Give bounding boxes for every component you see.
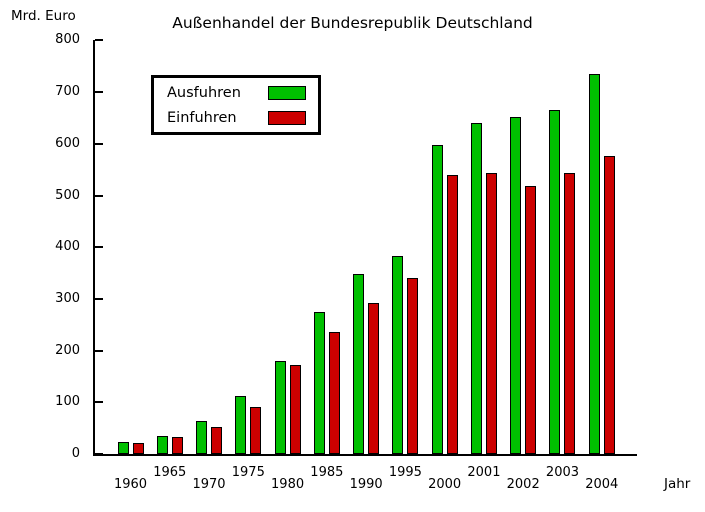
x-tick-label-1975: 1975 [231, 465, 265, 480]
bar-einfuhren-1995 [407, 278, 419, 454]
y-tick-100 [95, 401, 103, 404]
bar-einfuhren-1960 [132, 443, 144, 454]
y-tick-label-600: 600 [55, 135, 80, 151]
legend-swatch-ausfuhren [268, 85, 306, 100]
x-tick-label-2000: 2000 [428, 477, 462, 492]
bar-ausfuhren-1995 [392, 256, 404, 454]
x-tick-label-1970: 1970 [192, 477, 226, 492]
bar-ausfuhren-1960 [117, 442, 129, 454]
bar-einfuhren-1975 [250, 407, 262, 454]
bar-ausfuhren-2003 [549, 110, 561, 454]
bar-ausfuhren-1965 [156, 436, 168, 454]
y-tick-label-400: 400 [55, 239, 80, 255]
bar-einfuhren-2002 [525, 186, 537, 454]
bar-einfuhren-2003 [564, 173, 576, 454]
y-tick-label-200: 200 [55, 342, 80, 358]
legend-swatch-einfuhren [268, 110, 306, 125]
bar-ausfuhren-2000 [431, 145, 443, 454]
bar-ausfuhren-1970 [196, 421, 208, 454]
bar-ausfuhren-2002 [510, 117, 522, 454]
y-axis-unit-label: Mrd. Euro [11, 8, 76, 24]
x-tick-label-1960: 1960 [113, 477, 148, 492]
x-tick-label-1995: 1995 [388, 465, 422, 480]
y-tick-label-100: 100 [55, 394, 80, 410]
legend-label-ausfuhren: Ausfuhren [167, 84, 241, 101]
plot-area [93, 39, 637, 456]
x-tick-label-2004: 2004 [585, 477, 619, 492]
chart-title: Außenhandel der Bundesrepublik Deutschla… [172, 14, 533, 32]
bar-einfuhren-1990 [368, 303, 380, 454]
bar-ausfuhren-1990 [353, 274, 365, 454]
bar-einfuhren-1970 [211, 427, 223, 454]
y-tick-label-300: 300 [55, 290, 80, 306]
x-tick-label-1985: 1985 [310, 465, 344, 480]
bar-einfuhren-2000 [446, 175, 458, 454]
bar-einfuhren-1980 [289, 365, 301, 454]
x-tick-label-1965: 1965 [153, 465, 187, 480]
bar-ausfuhren-1980 [274, 361, 286, 454]
bar-einfuhren-2004 [603, 156, 615, 454]
x-tick-label-2001: 2001 [467, 465, 501, 480]
bar-einfuhren-1965 [171, 437, 183, 454]
x-tick-label-2002: 2002 [506, 477, 540, 492]
legend-row-einfuhren: Einfuhren [167, 106, 306, 129]
bar-ausfuhren-1975 [235, 396, 247, 454]
y-tick-600 [95, 142, 103, 145]
bar-einfuhren-1985 [328, 332, 340, 454]
x-axis-title: Jahr [664, 476, 691, 492]
x-tick-label-1990: 1990 [349, 477, 383, 492]
bar-ausfuhren-1985 [313, 312, 325, 454]
x-tick-label-1980: 1980 [271, 477, 305, 492]
legend-label-einfuhren: Einfuhren [167, 109, 237, 126]
y-tick-700 [95, 91, 103, 94]
x-tick-label-2003: 2003 [545, 465, 580, 480]
legend-row-ausfuhren: Ausfuhren [167, 81, 306, 104]
y-tick-500 [95, 194, 103, 197]
y-tick-400 [95, 246, 103, 249]
y-tick-300 [95, 297, 103, 300]
y-tick-0 [95, 453, 103, 455]
y-tick-label-700: 700 [55, 84, 80, 100]
y-tick-label-0: 0 [71, 446, 80, 461]
y-tick-200 [95, 349, 103, 352]
bar-einfuhren-2001 [485, 173, 497, 454]
y-tick-800 [95, 39, 103, 42]
y-tick-label-500: 500 [55, 187, 80, 203]
bar-ausfuhren-2004 [588, 74, 600, 454]
y-tick-label-800: 800 [55, 32, 80, 48]
legend: Ausfuhren Einfuhren [151, 75, 321, 135]
bar-ausfuhren-2001 [470, 123, 482, 454]
